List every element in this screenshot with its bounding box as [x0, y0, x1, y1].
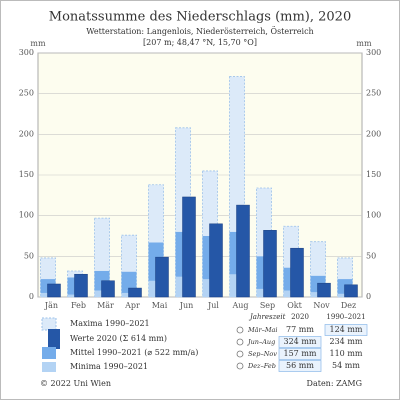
- bar: [47, 283, 61, 298]
- table-header: 2020: [291, 313, 309, 321]
- x-tick-label: Dez: [341, 301, 356, 310]
- table-highlight: [278, 336, 322, 348]
- table-highlight: [324, 324, 368, 336]
- x-tick-label: Mär: [97, 301, 114, 310]
- table-cell: 124 mm: [330, 325, 363, 334]
- season-icon: [236, 326, 244, 334]
- x-tick-label: Mai: [152, 301, 168, 310]
- bar: [317, 282, 331, 298]
- y-tick-label: 300: [19, 48, 34, 57]
- legend-label: Minima 1990–2021: [70, 362, 148, 371]
- legend-label: Maxima 1990–2021: [70, 319, 150, 328]
- y-tick-label: 100: [19, 211, 34, 220]
- season-icon: [236, 362, 244, 370]
- season-icon: [236, 338, 244, 346]
- y-axis-label: mm: [30, 39, 46, 48]
- y-tick-label: 150: [19, 170, 34, 179]
- footer: Daten: ZAMG: [307, 379, 362, 388]
- y-tick-label: 200: [19, 129, 34, 138]
- table-highlight: [278, 348, 322, 360]
- chart-title: Monatssumme des Niederschlags (mm), 2020: [49, 10, 351, 25]
- y-tick-label: 0: [29, 292, 34, 301]
- y-tick-label: 150: [366, 170, 381, 179]
- x-tick-label: Jän: [44, 301, 58, 310]
- footer: © 2022 Uni Wien: [40, 379, 111, 388]
- legend-label: Werte 2020 (Σ 614 mm): [70, 334, 167, 343]
- bar: [344, 284, 358, 298]
- table-header: Jahreszeit: [248, 313, 286, 321]
- subtitle: [207 m; 48,47 °N, 15,70 °O]: [143, 38, 257, 47]
- x-tick-label: Apr: [124, 301, 140, 310]
- table-cell: Jun–Aug: [246, 338, 275, 346]
- y-tick-label: 50: [24, 251, 34, 260]
- legend-swatch: [48, 329, 60, 349]
- x-tick-label: Okt: [287, 301, 302, 310]
- y-tick-label: 250: [366, 89, 381, 98]
- y-tick-label: 200: [366, 129, 381, 138]
- table-highlight: [278, 360, 322, 372]
- table-cell: 77 mm: [286, 325, 314, 334]
- bar: [290, 247, 304, 298]
- bar: [101, 280, 115, 298]
- legend-swatch: [42, 362, 56, 372]
- y-tick-label: 0: [366, 292, 371, 301]
- table-cell: 56 mm: [286, 361, 314, 370]
- table-cell: 54 mm: [332, 361, 360, 370]
- bar: [263, 230, 277, 298]
- x-tick-label: Feb: [71, 301, 86, 310]
- bar: [182, 196, 196, 298]
- subtitle: Wetterstation: Langenlois, Niederösterre…: [86, 27, 313, 36]
- table-cell: Dez–Feb: [247, 362, 276, 370]
- y-tick-label: 250: [19, 89, 34, 98]
- bar: [74, 273, 88, 298]
- x-tick-label: Jul: [207, 301, 219, 310]
- table-cell: 234 mm: [330, 337, 363, 346]
- bar: [236, 204, 250, 298]
- table-header: 1990–2021: [326, 313, 365, 321]
- x-tick-label: Nov: [313, 301, 330, 310]
- legend-label: Mittel 1990–2021 (⌀ 522 mm/a): [70, 348, 198, 357]
- y-tick-label: 300: [366, 48, 381, 57]
- x-tick-label: Sep: [260, 301, 275, 310]
- bar: [155, 256, 169, 298]
- table-cell: 324 mm: [284, 337, 317, 346]
- legend-swatch: [41, 317, 57, 331]
- x-tick-label: Aug: [231, 301, 248, 310]
- y-tick-label: 50: [366, 251, 376, 260]
- legend-swatch: [42, 347, 56, 359]
- x-tick-label: Jun: [179, 301, 194, 310]
- season-icon: [236, 350, 244, 358]
- bar: [128, 287, 142, 298]
- bar: [209, 223, 223, 298]
- table-cell: Mär–Mai: [247, 326, 278, 334]
- y-axis-label: mm: [356, 39, 372, 48]
- y-tick-label: 100: [366, 211, 381, 220]
- table-cell: 157 mm: [284, 349, 317, 358]
- table-cell: Sep–Nov: [248, 350, 277, 358]
- table-cell: 110 mm: [330, 349, 363, 358]
